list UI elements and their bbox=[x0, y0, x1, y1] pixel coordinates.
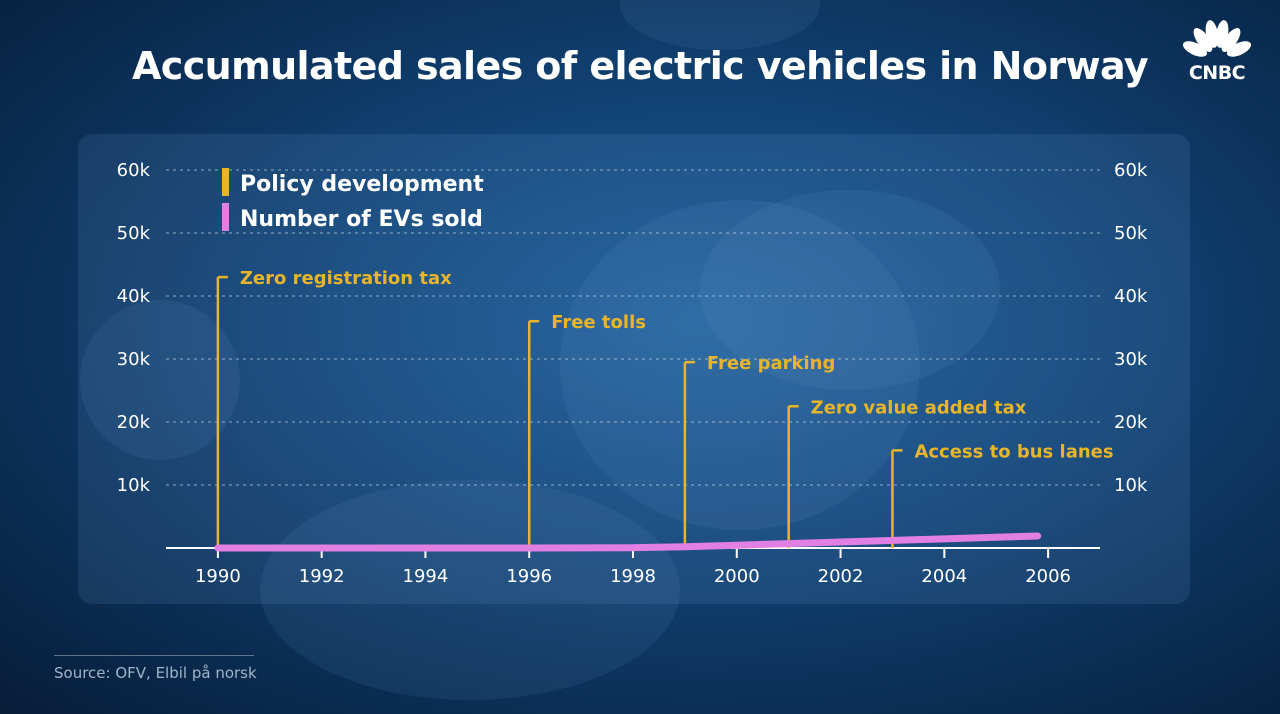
x-tick-label: 1990 bbox=[195, 566, 241, 587]
y-tick-label-right: 20k bbox=[1114, 412, 1148, 433]
x-tick-label: 2006 bbox=[1025, 566, 1071, 587]
legend-swatch bbox=[222, 168, 229, 196]
peacock-icon bbox=[1182, 20, 1252, 57]
cnbc-logo: CNBC bbox=[1172, 18, 1262, 90]
y-tick-label-right: 30k bbox=[1114, 349, 1148, 370]
y-tick-label-right: 40k bbox=[1114, 286, 1148, 307]
logo-text: CNBC bbox=[1188, 62, 1246, 84]
policy-annotation-label: Free tolls bbox=[551, 312, 646, 333]
chart-title: Accumulated sales of electric vehicles i… bbox=[131, 44, 1149, 88]
x-tick-label: 2004 bbox=[921, 566, 967, 587]
x-tick-label: 1992 bbox=[299, 566, 345, 587]
legend-swatch bbox=[222, 203, 229, 231]
policy-annotation-label: Access to bus lanes bbox=[914, 441, 1113, 462]
map-background bbox=[700, 190, 1000, 390]
ev-sales-line bbox=[214, 532, 1042, 552]
y-tick-label-left: 50k bbox=[117, 223, 151, 244]
y-tick-label-right: 60k bbox=[1114, 160, 1148, 181]
policy-annotation-label: Free parking bbox=[707, 353, 835, 374]
x-tick-label: 1994 bbox=[403, 566, 449, 587]
legend-label: Number of EVs sold bbox=[240, 207, 483, 232]
source-divider bbox=[54, 655, 254, 656]
policy-annotation-label: Zero value added tax bbox=[811, 397, 1027, 418]
map-background bbox=[80, 300, 240, 460]
policy-annotation-label: Zero registration tax bbox=[240, 268, 452, 289]
y-tick-label-left: 20k bbox=[117, 412, 151, 433]
y-tick-label-left: 10k bbox=[117, 475, 151, 496]
y-tick-label-left: 30k bbox=[117, 349, 151, 370]
y-tick-label-left: 60k bbox=[117, 160, 151, 181]
map-background bbox=[560, 200, 920, 530]
legend-label: Policy development bbox=[240, 172, 484, 197]
chart-panel bbox=[78, 134, 1190, 604]
x-tick-label: 1998 bbox=[610, 566, 656, 587]
y-tick-label-right: 10k bbox=[1114, 475, 1148, 496]
map-background bbox=[260, 480, 680, 700]
x-tick-label: 2002 bbox=[818, 566, 864, 587]
source-note: Source: OFV, Elbil på norsk bbox=[54, 664, 257, 682]
x-tick-label: 1996 bbox=[506, 566, 552, 587]
y-tick-label-left: 40k bbox=[117, 286, 151, 307]
x-tick-label: 2000 bbox=[714, 566, 760, 587]
y-tick-label-right: 50k bbox=[1114, 223, 1148, 244]
